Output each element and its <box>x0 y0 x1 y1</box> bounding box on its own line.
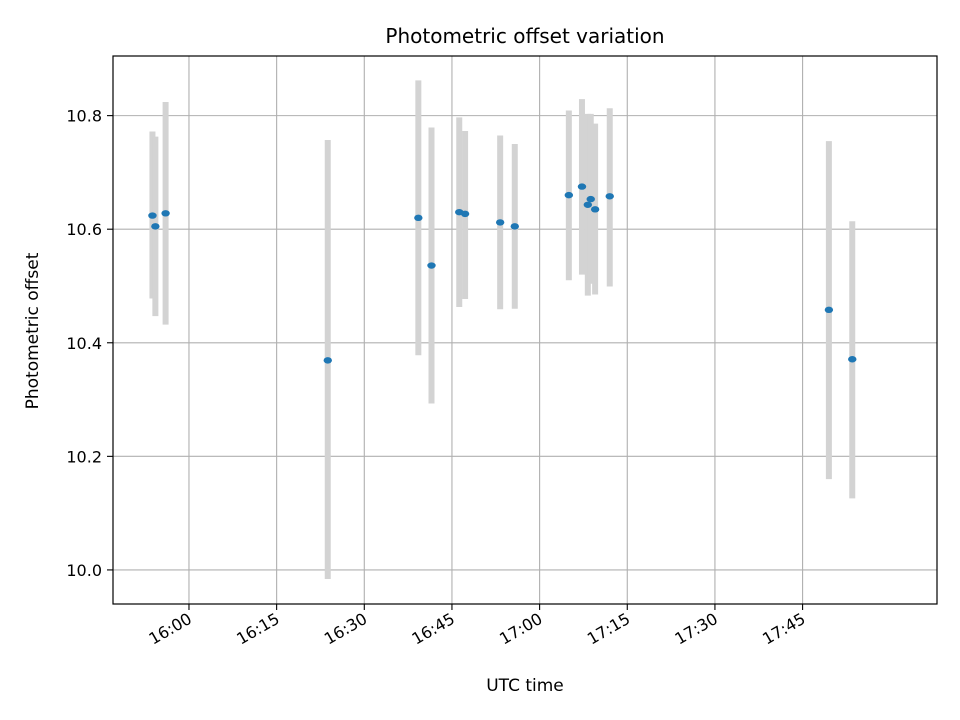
y-tick-label: 10.4 <box>66 334 102 353</box>
data-point <box>323 357 332 364</box>
plot-frame <box>112 55 938 605</box>
data-point <box>848 356 857 363</box>
y-tick-label: 10.8 <box>66 107 102 126</box>
data-point <box>510 223 519 230</box>
data-point <box>161 210 170 217</box>
y-tick-label: 10.6 <box>66 220 102 239</box>
data-point <box>577 183 587 190</box>
data-point <box>590 206 600 213</box>
y-tick-label: 10.2 <box>66 447 102 466</box>
y-axis-title: Photometric offset <box>23 252 43 409</box>
data-point <box>414 214 423 222</box>
data-point <box>495 219 505 226</box>
data-point <box>148 212 157 219</box>
x-axis-title: UTC time <box>486 676 564 696</box>
data-point <box>583 201 593 208</box>
data-point <box>151 223 160 230</box>
data-point <box>586 195 595 203</box>
data-point <box>427 262 436 269</box>
data-point <box>605 193 614 200</box>
chart-title: Photometric offset variation <box>385 24 664 48</box>
point-layer <box>148 183 857 364</box>
grid-layer <box>113 56 937 604</box>
data-point <box>460 210 470 218</box>
data-point <box>824 306 834 314</box>
data-point <box>564 191 574 199</box>
y-tick-label: 10.0 <box>66 561 102 580</box>
